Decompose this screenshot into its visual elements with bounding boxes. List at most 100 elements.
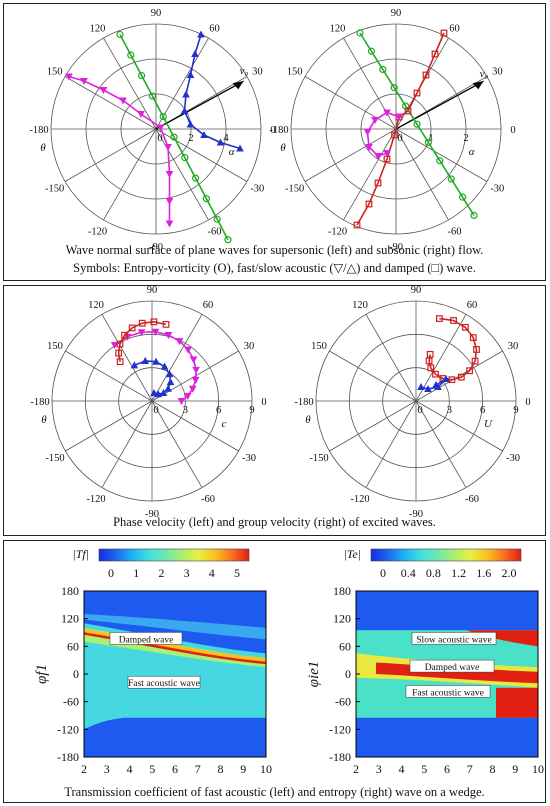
angle-label: -150	[45, 184, 64, 195]
series-line	[183, 34, 241, 150]
angle-label: -120	[88, 226, 107, 237]
marker-circle	[116, 30, 124, 39]
series-line	[117, 321, 167, 362]
x-tick: 5	[149, 762, 155, 776]
radial-tick: 0	[417, 405, 422, 416]
annotation-box	[109, 632, 183, 645]
x-tick: 2	[81, 762, 87, 776]
grid-spoke	[304, 128, 397, 182]
x-tick: 9	[512, 762, 518, 776]
annotation-box	[127, 675, 201, 689]
marker-triangle-up	[166, 378, 175, 386]
v0-label: v₀	[480, 68, 489, 80]
polar-group-velocity: 90 60 30 0 -30 -60 -90 -120 -150 -180 150 120 0 3 6 9 Uθ	[294, 285, 530, 520]
marker-triangle-up	[141, 356, 150, 364]
annotation-1: Fast acoustic wave	[128, 679, 200, 689]
series-fast-acoustic	[363, 109, 403, 161]
marker-triangle-down	[151, 328, 160, 336]
marker-square	[116, 340, 124, 348]
marker-triangle-up	[159, 388, 168, 396]
marker-triangle-down	[165, 220, 174, 228]
marker-triangle-up	[424, 384, 432, 392]
y-tick: 120	[333, 612, 351, 626]
theta-label: θ	[280, 142, 286, 154]
angle-label: 150	[311, 341, 327, 352]
marker-square	[427, 364, 435, 372]
angle-label: -150	[285, 184, 304, 195]
angle-label: 120	[90, 24, 106, 35]
marker-circle	[413, 120, 421, 128]
x-tick: 8	[490, 762, 496, 776]
marker-circle	[192, 174, 200, 182]
radial-tick: 0	[157, 133, 162, 144]
angle-label: 120	[330, 24, 346, 35]
series-damped	[425, 315, 480, 384]
angle-label: 0	[510, 125, 515, 136]
angle-label: -180	[29, 125, 48, 136]
heatmap-right: Slow acoustic wave Damped wave Fast acoust…	[355, 590, 539, 758]
series-entropy-vorticity	[356, 29, 478, 219]
angle-label: -90	[409, 509, 423, 520]
grid-spoke	[365, 400, 417, 488]
angle-label: -60	[448, 226, 462, 237]
marker-triangle-down	[137, 111, 145, 119]
marker-circle	[447, 175, 455, 183]
colorbar	[98, 548, 250, 562]
radial-tick: 2	[463, 133, 468, 144]
radial-tick: 3	[447, 405, 452, 416]
colorbar-right: |Te| 0 0.4 0.8 1.2 1.6 2.0	[344, 547, 522, 580]
y-label: φie1	[306, 661, 322, 688]
y-tick: -180	[329, 750, 351, 764]
polar-wave-normal-left: 90 60 30 0 -30 -60 -90 -120 -150 -180 150 120 0 2 4α θ v…	[29, 8, 275, 253]
marker-triangle-up	[164, 384, 172, 392]
angle-label: -120	[350, 494, 369, 505]
annotation-box	[409, 659, 495, 673]
x-tick: 4	[127, 762, 133, 776]
angle-label: 150	[287, 67, 303, 78]
annotation-box	[411, 632, 497, 645]
angle-label: 90	[391, 8, 402, 19]
x-tick: 10	[260, 762, 272, 776]
grid-spoke	[64, 128, 157, 182]
colorbar-tick: 3	[184, 566, 190, 580]
y-tick: 0	[73, 667, 79, 681]
grid-spoke	[395, 128, 488, 182]
marker-triangle-up	[130, 361, 139, 369]
angle-label: -30	[506, 453, 520, 464]
marker-circle	[470, 211, 478, 219]
x-tick: 2	[353, 762, 359, 776]
radial-tick: 2	[188, 133, 193, 144]
marker-triangle-down	[191, 376, 200, 384]
marker-circle	[170, 133, 178, 141]
polar-phase-velocity: 90 60 30 0 -30 -60 -90 -120 -150 -180 150 120 0 3 6 9 c θ	[30, 285, 266, 520]
marker-triangle-up	[186, 120, 195, 128]
y-label: φf1	[34, 664, 50, 684]
marker-triangle-down	[119, 97, 127, 105]
grid-spoke	[151, 400, 203, 488]
x-tick: 8	[218, 762, 224, 776]
v0-arrowhead	[232, 81, 244, 90]
colorbar-tick: 1	[133, 566, 139, 580]
x-tick: 10	[532, 762, 544, 776]
marker-triangle-down	[80, 78, 88, 86]
grid-spoke	[365, 314, 417, 402]
colorbar-tick: 0.8	[426, 566, 441, 580]
panel-velocity: 90 60 30 0 -30 -60 -90 -120 -150 -180 150 120 0 3 6 9 c θ…	[3, 285, 546, 536]
grid-spoke	[304, 76, 397, 130]
marker-triangle-down	[395, 114, 403, 122]
marker-triangle-down	[383, 150, 391, 158]
angle-label: -150	[45, 453, 64, 464]
caption-velocity: Phase velocity (left) and group velocity…	[113, 515, 436, 529]
grid-spoke	[65, 350, 153, 402]
transmission-figure: |Tf| 0 1 2 3 4 5 |Te| 0 0.4 0.8 1.2 1.6 2.0 Damped wav…	[34, 547, 544, 776]
marker-triangle-down	[365, 144, 373, 152]
series-fast-acoustic	[110, 328, 200, 406]
marker-triangle-down	[137, 329, 146, 337]
angle-label: 0	[261, 397, 266, 408]
polar-wave-normal-right: 90 60 30 0 -30 -60 -90 -120 -150 -180 150 120 0 1 2α θ v…	[269, 8, 515, 253]
marker-triangle-down	[183, 392, 192, 400]
colorbar-label: |Te|	[344, 547, 362, 561]
marker-square	[150, 318, 158, 326]
grid-spoke	[415, 350, 503, 402]
angle-label: -30	[242, 453, 256, 464]
